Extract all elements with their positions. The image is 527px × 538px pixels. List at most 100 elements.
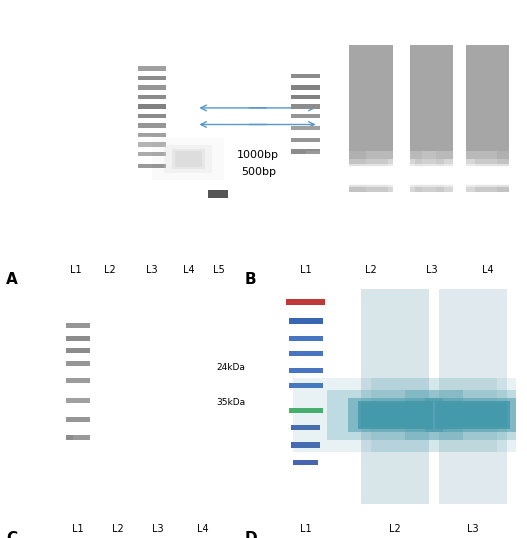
Bar — [168, 368, 237, 467]
Bar — [102, 458, 135, 485]
Bar — [103, 459, 133, 484]
Text: L4: L4 — [182, 265, 194, 275]
Text: 500bp: 500bp — [241, 167, 276, 177]
Bar — [289, 408, 323, 413]
Text: L5: L5 — [212, 265, 225, 275]
Bar — [138, 133, 167, 137]
Bar — [291, 74, 320, 78]
Bar — [151, 343, 253, 492]
Bar — [388, 159, 475, 192]
Bar — [439, 402, 507, 427]
Bar — [143, 459, 173, 484]
Bar — [171, 149, 205, 169]
Bar — [289, 351, 323, 356]
Bar — [97, 455, 139, 489]
Bar — [289, 318, 323, 324]
Bar — [289, 368, 323, 373]
Bar — [208, 190, 228, 199]
Bar — [175, 151, 201, 167]
Bar — [96, 151, 124, 167]
Bar — [349, 45, 393, 192]
Bar — [138, 152, 167, 156]
Bar — [138, 164, 167, 168]
Bar — [137, 455, 179, 489]
Bar — [291, 126, 320, 130]
Bar — [66, 417, 90, 422]
Bar — [349, 167, 393, 183]
Bar — [410, 45, 453, 192]
Bar — [291, 86, 320, 90]
Text: L3: L3 — [147, 265, 158, 275]
Bar — [113, 435, 203, 509]
Bar — [66, 336, 90, 341]
Bar — [362, 289, 429, 504]
Text: L1: L1 — [72, 524, 84, 534]
Text: 1000bp: 1000bp — [237, 150, 279, 160]
Text: L1: L1 — [71, 265, 82, 275]
Text: 35kDa: 35kDa — [216, 398, 245, 407]
Bar — [465, 45, 509, 192]
Bar — [179, 383, 226, 452]
Bar — [66, 348, 90, 353]
Text: L2: L2 — [104, 265, 116, 275]
Bar — [291, 150, 320, 154]
Text: A: A — [6, 272, 18, 287]
Text: B: B — [245, 272, 257, 287]
Bar — [138, 86, 167, 90]
Text: 24kDa: 24kDa — [216, 364, 245, 372]
Bar — [138, 142, 167, 146]
Bar — [34, 136, 118, 182]
Bar — [186, 393, 219, 442]
Bar — [362, 402, 429, 427]
Bar — [289, 336, 323, 341]
Bar — [294, 378, 497, 452]
Text: L3: L3 — [467, 524, 479, 534]
Bar — [138, 95, 167, 99]
Text: L2: L2 — [389, 524, 401, 534]
Bar — [142, 458, 175, 485]
Text: L3: L3 — [152, 524, 164, 534]
Bar — [147, 343, 170, 492]
Bar — [289, 383, 323, 388]
Text: D: D — [245, 532, 258, 538]
Bar — [91, 148, 130, 169]
Bar — [66, 435, 90, 440]
Bar — [422, 151, 527, 200]
Bar — [444, 159, 527, 192]
Bar — [291, 95, 320, 99]
Bar — [177, 152, 200, 166]
Text: L2: L2 — [365, 265, 377, 275]
Bar — [183, 390, 221, 445]
Bar — [407, 166, 456, 185]
Bar — [73, 435, 163, 509]
Bar — [347, 166, 395, 185]
Text: L1: L1 — [300, 524, 311, 534]
Text: C: C — [6, 532, 17, 538]
Bar — [306, 151, 436, 200]
Text: L1: L1 — [300, 265, 311, 275]
Bar — [138, 67, 167, 71]
Bar — [138, 76, 167, 80]
Bar — [95, 150, 125, 167]
Bar — [425, 398, 520, 433]
Text: L4: L4 — [482, 265, 493, 275]
Bar — [291, 425, 320, 430]
Bar — [106, 343, 130, 492]
Bar — [371, 378, 527, 452]
Text: L4: L4 — [197, 524, 208, 534]
Bar — [138, 123, 167, 128]
Bar — [66, 360, 90, 365]
Bar — [152, 138, 225, 180]
Bar — [68, 136, 152, 182]
Bar — [401, 164, 462, 187]
Bar — [463, 166, 511, 185]
Bar — [410, 167, 453, 183]
Bar — [439, 289, 507, 504]
Bar — [88, 447, 148, 497]
Bar — [66, 378, 90, 383]
Bar — [62, 151, 90, 167]
Bar — [128, 447, 188, 497]
Bar — [56, 148, 96, 169]
Text: L2: L2 — [112, 524, 124, 534]
Bar — [327, 390, 463, 440]
